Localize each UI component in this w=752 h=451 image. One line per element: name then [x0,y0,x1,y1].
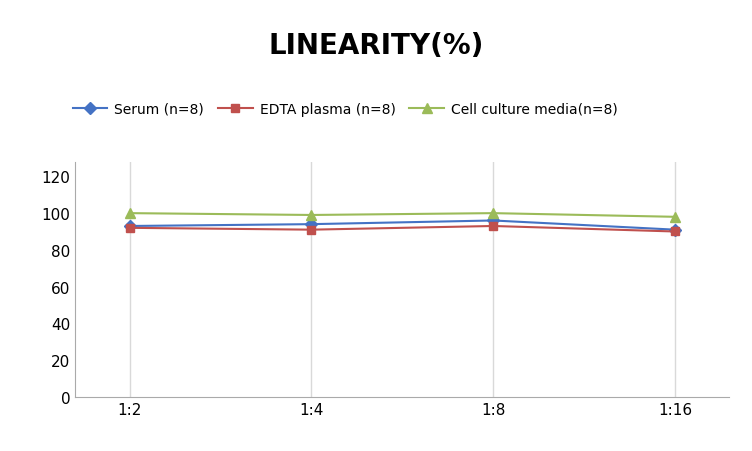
Cell culture media(n=8) [125,211,134,216]
Legend: Serum (n=8), EDTA plasma (n=8), Cell culture media(n=8): Serum (n=8), EDTA plasma (n=8), Cell cul… [67,97,623,122]
Cell culture media(n=8) [671,215,680,220]
EDTA plasma (n=8) [671,229,680,235]
Line: Cell culture media(n=8): Cell culture media(n=8) [125,209,680,222]
EDTA plasma (n=8) [125,226,134,231]
Serum (n=8) [307,222,316,227]
Line: Serum (n=8): Serum (n=8) [126,217,679,235]
EDTA plasma (n=8) [489,224,498,229]
Serum (n=8) [671,227,680,233]
Cell culture media(n=8) [307,213,316,218]
Serum (n=8) [489,218,498,224]
Cell culture media(n=8) [489,211,498,216]
EDTA plasma (n=8) [307,227,316,233]
Text: LINEARITY(%): LINEARITY(%) [268,32,484,60]
Serum (n=8) [125,224,134,229]
Line: EDTA plasma (n=8): EDTA plasma (n=8) [126,222,679,236]
